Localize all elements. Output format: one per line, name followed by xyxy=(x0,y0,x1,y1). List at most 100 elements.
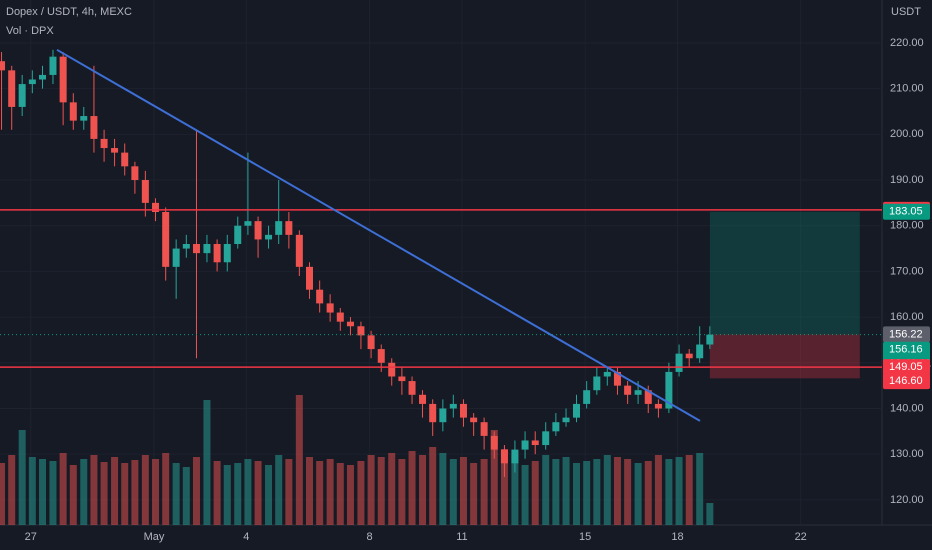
candle-body xyxy=(439,408,447,423)
candle-body xyxy=(644,390,652,404)
candle-body xyxy=(141,180,149,203)
candle-body xyxy=(121,152,129,167)
candle-body xyxy=(192,243,200,254)
candle-body xyxy=(624,385,632,395)
hline-label: 149.05 xyxy=(889,361,923,373)
volume-bar xyxy=(265,465,273,525)
candle-body xyxy=(152,202,160,213)
volume-bar xyxy=(18,430,26,525)
candle-body xyxy=(552,422,560,432)
volume-bar xyxy=(562,457,570,525)
candle-body xyxy=(593,376,601,391)
volume-bar xyxy=(223,465,231,525)
candle-body xyxy=(531,440,539,446)
axes: 120.00130.00140.00150.00160.00170.00180.… xyxy=(25,37,931,543)
candle-body xyxy=(490,435,498,450)
candle-body xyxy=(275,221,283,235)
volume-bar xyxy=(583,461,591,525)
hline-label-box xyxy=(883,359,930,376)
y-tick-label: 130.00 xyxy=(890,448,924,460)
y-tick-label: 200.00 xyxy=(890,128,924,140)
volume-bar xyxy=(408,451,416,525)
volume-bar xyxy=(388,453,396,525)
volume-bar xyxy=(357,461,365,525)
volume-bar xyxy=(213,461,221,525)
candle-body xyxy=(213,243,221,263)
volume-bar xyxy=(182,467,190,525)
candle-body xyxy=(449,403,457,409)
candles xyxy=(0,49,714,478)
volume-bar xyxy=(706,503,714,525)
candle-body xyxy=(223,243,231,263)
volume-bar xyxy=(285,459,293,525)
x-tick-label: 4 xyxy=(243,531,249,543)
y-tick-label: 120.00 xyxy=(890,494,924,506)
volume-bar xyxy=(316,461,324,525)
candle-body xyxy=(459,403,467,418)
volume-bar xyxy=(203,400,211,525)
volume-bar xyxy=(531,461,539,525)
entry-label-box xyxy=(883,326,930,343)
volume-bar xyxy=(603,455,611,525)
candle-body xyxy=(111,148,119,153)
volume-bar xyxy=(470,463,478,525)
candle-body xyxy=(80,116,88,121)
candle-body xyxy=(675,353,683,372)
position xyxy=(709,211,860,379)
last-price-label: 156.16 xyxy=(889,344,923,356)
x-tick-label: 11 xyxy=(456,531,467,543)
candle-body xyxy=(49,56,57,75)
candle-body xyxy=(562,417,570,423)
candle-body xyxy=(234,225,242,244)
candle-body xyxy=(346,321,354,327)
candle-body xyxy=(367,335,375,350)
candle-body xyxy=(583,390,591,404)
volume-bar xyxy=(573,463,581,525)
volume-bar xyxy=(675,457,683,525)
y-tick-label: 160.00 xyxy=(890,311,924,323)
candle-body xyxy=(408,381,416,395)
volume-bar xyxy=(552,459,560,525)
volume-bar xyxy=(634,463,642,525)
price-unit: USDT xyxy=(891,6,921,18)
volume-bar xyxy=(624,459,632,525)
x-tick-label: May xyxy=(144,531,165,543)
candle-body xyxy=(285,221,293,235)
volume-bar xyxy=(480,459,488,525)
volume-bar xyxy=(234,463,242,525)
candle-body xyxy=(182,243,190,249)
volume-bar xyxy=(254,461,262,525)
volume-bar xyxy=(162,453,170,525)
candle-body xyxy=(162,212,170,267)
candle-body xyxy=(377,349,385,363)
candle-body xyxy=(634,390,642,395)
candle-body xyxy=(665,371,673,409)
candle-body xyxy=(511,449,519,464)
volume-bar xyxy=(49,461,57,525)
candle-body xyxy=(388,362,396,377)
volume-title: Vol · DPX xyxy=(6,25,54,37)
candle-body xyxy=(131,166,139,181)
candle-body xyxy=(326,303,334,313)
volume-bar xyxy=(490,430,498,525)
volume-bar xyxy=(665,459,673,525)
volume-bar xyxy=(500,449,508,525)
candle-body xyxy=(28,79,36,85)
volume-bar xyxy=(521,465,529,525)
volume-bar xyxy=(192,457,200,525)
candle-body xyxy=(357,326,365,336)
loss-zone xyxy=(709,334,860,379)
stop-label-box xyxy=(883,373,930,390)
candle-body xyxy=(419,394,427,404)
x-tick-label: 18 xyxy=(671,531,683,543)
candle-body xyxy=(254,221,262,240)
volume-bar xyxy=(59,453,67,525)
candle-body xyxy=(542,431,550,446)
candle-body xyxy=(500,449,508,464)
candle-body xyxy=(69,102,77,121)
volume-bar xyxy=(111,457,119,525)
candle-body xyxy=(244,221,252,226)
volume-bar xyxy=(685,455,693,525)
volume-bar xyxy=(613,457,621,525)
